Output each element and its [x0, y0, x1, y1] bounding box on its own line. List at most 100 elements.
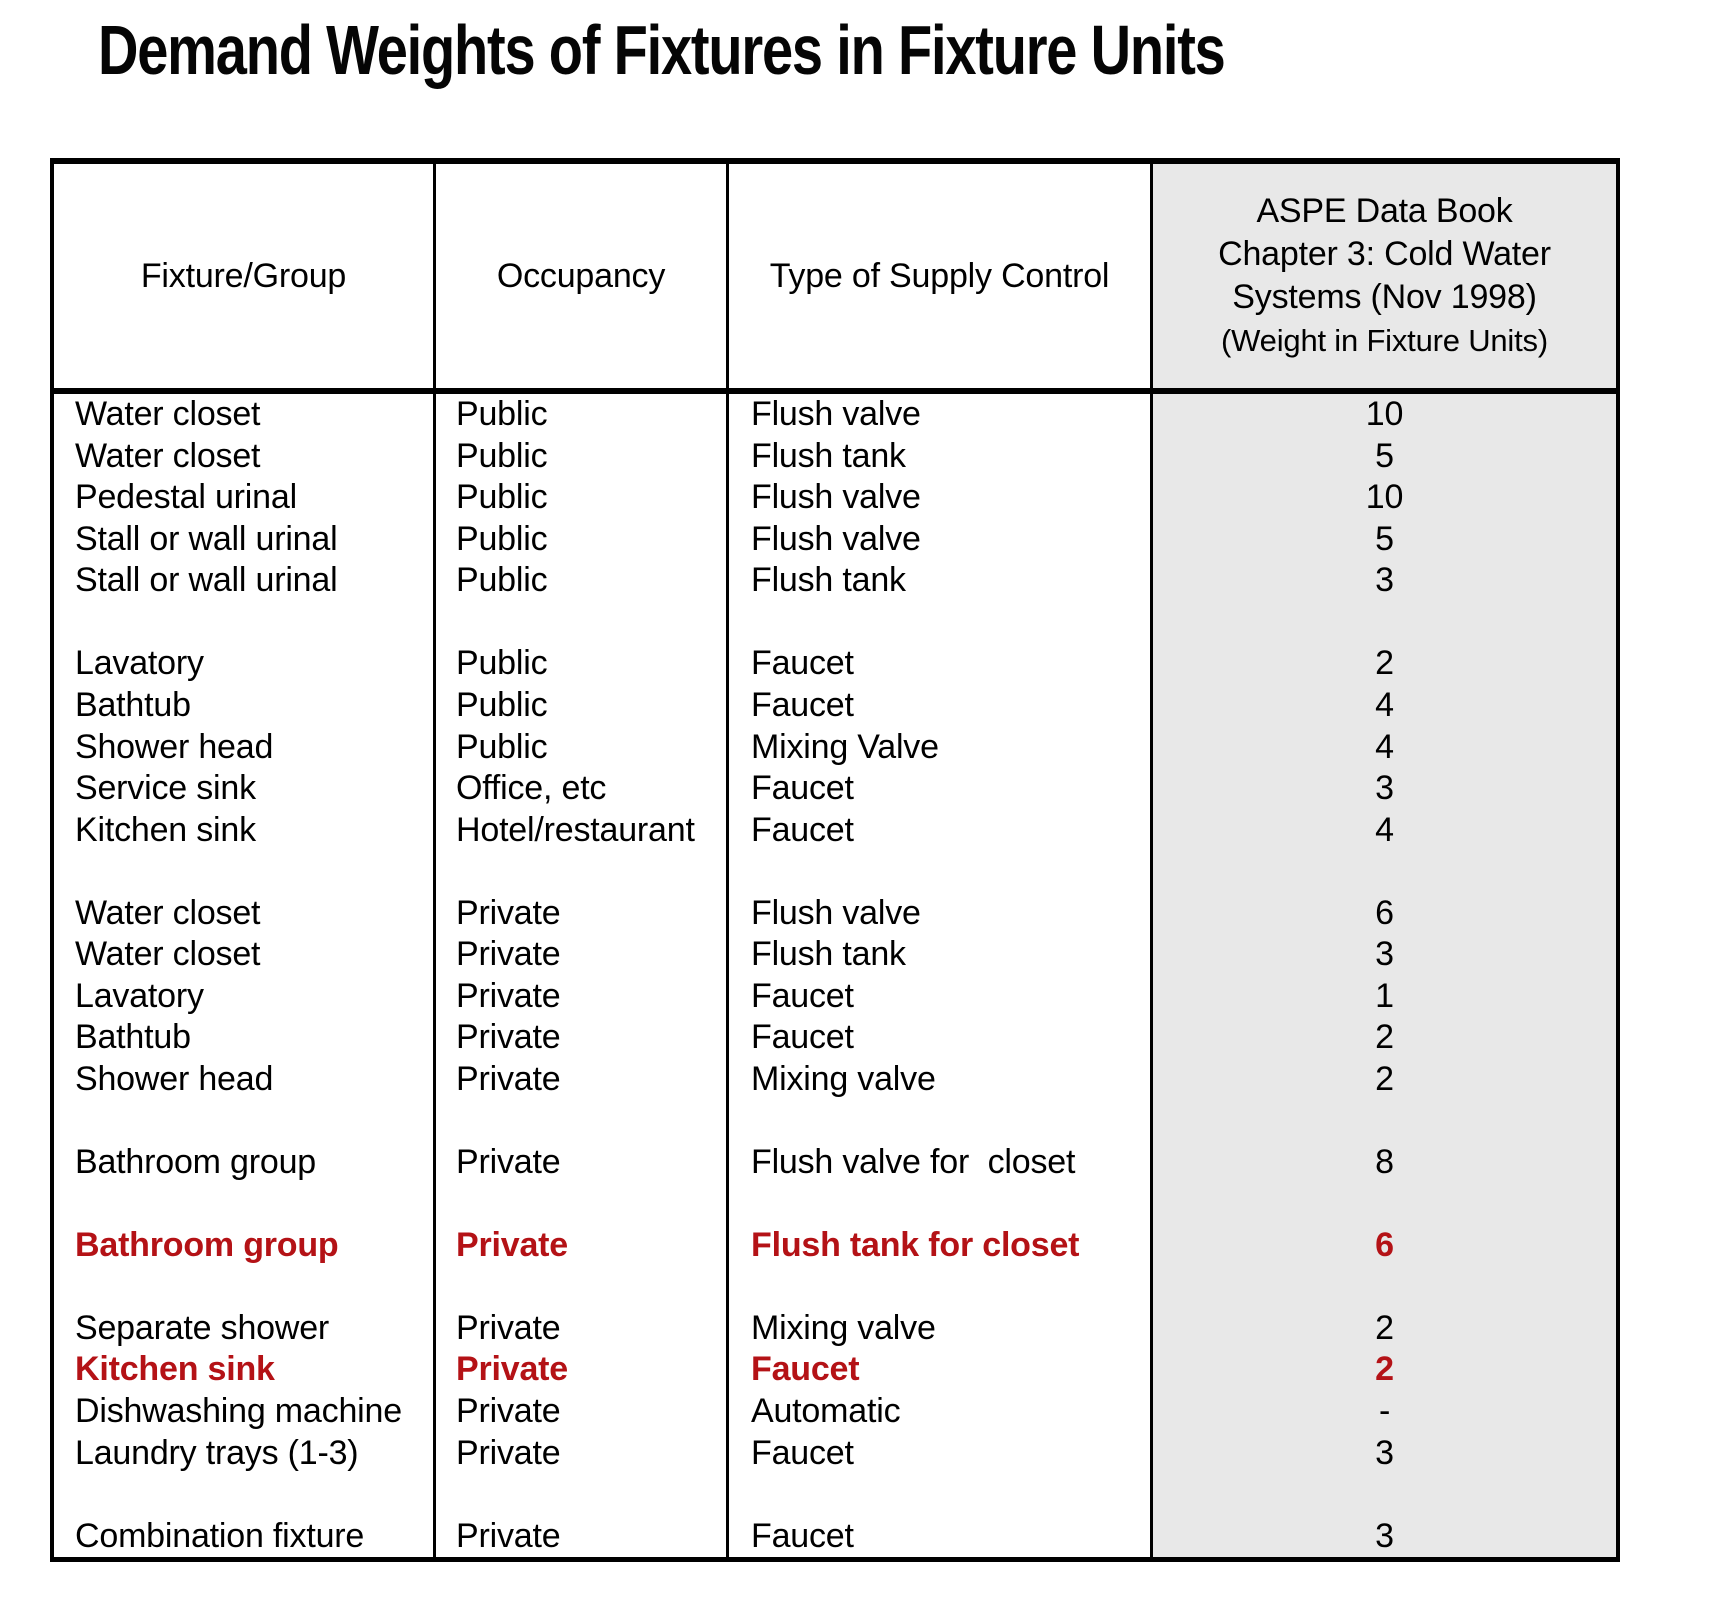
fixture-cell	[54, 1266, 436, 1308]
header-fixture-group: Fixture/Group	[54, 164, 436, 388]
table-row: Shower head Public Mixing Valve 4	[54, 726, 1616, 768]
fixture-cell: Lavatory	[54, 643, 436, 685]
table-row: Laundry trays (1-3) Private Faucet 3	[54, 1432, 1616, 1474]
header-aspe-line-3: Systems (Nov 1998)	[1232, 278, 1537, 316]
table-row: Water closet Public Flush valve 10	[54, 394, 1616, 436]
weight-cell: 4	[1153, 726, 1616, 768]
table-row: Bathroom group Private Flush valve for clo…	[54, 1141, 1616, 1184]
table-row: Lavatory Private Faucet 1	[54, 975, 1616, 1017]
fixture-cell: Stall or wall urinal	[54, 518, 436, 561]
weight-cell: 1	[1153, 975, 1616, 1017]
weight-cell: 2	[1153, 643, 1616, 685]
weight-cell: 8	[1153, 1141, 1616, 1184]
table-row: Water closet Public Flush tank 5	[54, 435, 1616, 478]
table-row	[54, 1183, 1616, 1225]
occupancy-cell: Private	[436, 1349, 729, 1391]
table-body: Water closet Public Flush valve 10 Water clo…	[54, 394, 1616, 1557]
control-cell: Mixing valve	[729, 1058, 1153, 1101]
occupancy-cell: Public	[436, 726, 729, 768]
occupancy-cell: Public	[436, 394, 729, 436]
control-cell	[729, 1266, 1153, 1308]
occupancy-cell	[436, 1183, 729, 1225]
weight-cell: 3	[1153, 1515, 1616, 1557]
control-cell: Automatic	[729, 1390, 1153, 1433]
control-cell	[729, 1183, 1153, 1225]
fixture-cell	[54, 1473, 436, 1516]
fixture-cell: Bathroom group	[54, 1141, 436, 1184]
table-row: Combination fixture Private Faucet 3	[54, 1515, 1616, 1557]
control-cell: Flush tank for closet	[729, 1224, 1153, 1267]
occupancy-cell: Private	[436, 1515, 729, 1557]
control-cell: Flush valve for closet	[729, 1141, 1153, 1184]
occupancy-cell	[436, 850, 729, 893]
occupancy-cell: Office, etc	[436, 767, 729, 810]
fixture-cell	[54, 1100, 436, 1142]
control-cell	[729, 1473, 1153, 1516]
occupancy-cell: Public	[436, 684, 729, 727]
occupancy-cell: Private	[436, 1141, 729, 1184]
header-aspe-line-1: ASPE Data Book	[1256, 192, 1513, 230]
fixture-cell: Stall or wall urinal	[54, 560, 436, 602]
fixture-cell: Kitchen sink	[54, 809, 436, 851]
control-cell: Mixing valve	[729, 1307, 1153, 1350]
control-cell: Flush tank	[729, 560, 1153, 602]
control-cell: Flush tank	[729, 435, 1153, 478]
control-cell: Mixing Valve	[729, 726, 1153, 768]
occupancy-cell	[436, 601, 729, 644]
weight-cell	[1153, 1473, 1616, 1516]
header-aspe-line-2: Chapter 3: Cold Water	[1218, 235, 1551, 273]
occupancy-cell: Public	[436, 518, 729, 561]
weight-cell: 2	[1153, 1307, 1616, 1350]
fixture-cell: Shower head	[54, 726, 436, 768]
fixture-cell: Separate shower	[54, 1307, 436, 1350]
weight-cell	[1153, 850, 1616, 893]
table-row: Bathtub Public Faucet 4	[54, 684, 1616, 727]
table-row: Stall or wall urinal Public Flush valve 5	[54, 518, 1616, 561]
fixture-cell: Water closet	[54, 435, 436, 478]
control-cell: Faucet	[729, 643, 1153, 685]
weight-cell: 2	[1153, 1058, 1616, 1101]
fixture-cell: Combination fixture	[54, 1515, 436, 1557]
table-row	[54, 1473, 1616, 1516]
occupancy-cell: Private	[436, 1390, 729, 1433]
control-cell: Faucet	[729, 767, 1153, 810]
control-cell: Faucet	[729, 809, 1153, 851]
header-occupancy: Occupancy	[436, 164, 729, 388]
weight-cell: 4	[1153, 809, 1616, 851]
table-row	[54, 1266, 1616, 1308]
occupancy-cell: Private	[436, 1432, 729, 1474]
header-supply-control: Type of Supply Control	[729, 164, 1153, 388]
weight-cell: 4	[1153, 684, 1616, 727]
occupancy-cell: Public	[436, 560, 729, 602]
fixture-cell: Bathroom group	[54, 1224, 436, 1267]
occupancy-cell: Public	[436, 435, 729, 478]
weight-cell	[1153, 601, 1616, 644]
weight-cell: 5	[1153, 518, 1616, 561]
control-cell: Flush valve	[729, 892, 1153, 934]
occupancy-cell: Private	[436, 975, 729, 1017]
fixture-cell: Water closet	[54, 892, 436, 934]
occupancy-cell: Private	[436, 1224, 729, 1267]
control-cell: Faucet	[729, 1515, 1153, 1557]
table-row: Water closet Private Flush tank 3	[54, 933, 1616, 976]
control-cell: Flush valve	[729, 394, 1153, 436]
fixture-cell	[54, 850, 436, 893]
table-row: Service sink Office, etc Faucet 3	[54, 767, 1616, 810]
occupancy-cell: Hotel/restaurant	[436, 809, 729, 851]
weight-cell	[1153, 1183, 1616, 1225]
weight-cell: 3	[1153, 767, 1616, 810]
weight-cell: 10	[1153, 477, 1616, 519]
table-row	[54, 1100, 1616, 1142]
occupancy-cell: Private	[436, 933, 729, 976]
control-cell: Faucet	[729, 975, 1153, 1017]
fixture-cell: Water closet	[54, 933, 436, 976]
weight-cell: 5	[1153, 435, 1616, 478]
fixture-cell: Pedestal urinal	[54, 477, 436, 519]
occupancy-cell	[436, 1473, 729, 1516]
weight-cell: 6	[1153, 1224, 1616, 1267]
weight-cell: 3	[1153, 933, 1616, 976]
weight-cell: 3	[1153, 1432, 1616, 1474]
occupancy-cell: Private	[436, 892, 729, 934]
control-cell	[729, 601, 1153, 644]
weight-cell: 10	[1153, 394, 1616, 436]
